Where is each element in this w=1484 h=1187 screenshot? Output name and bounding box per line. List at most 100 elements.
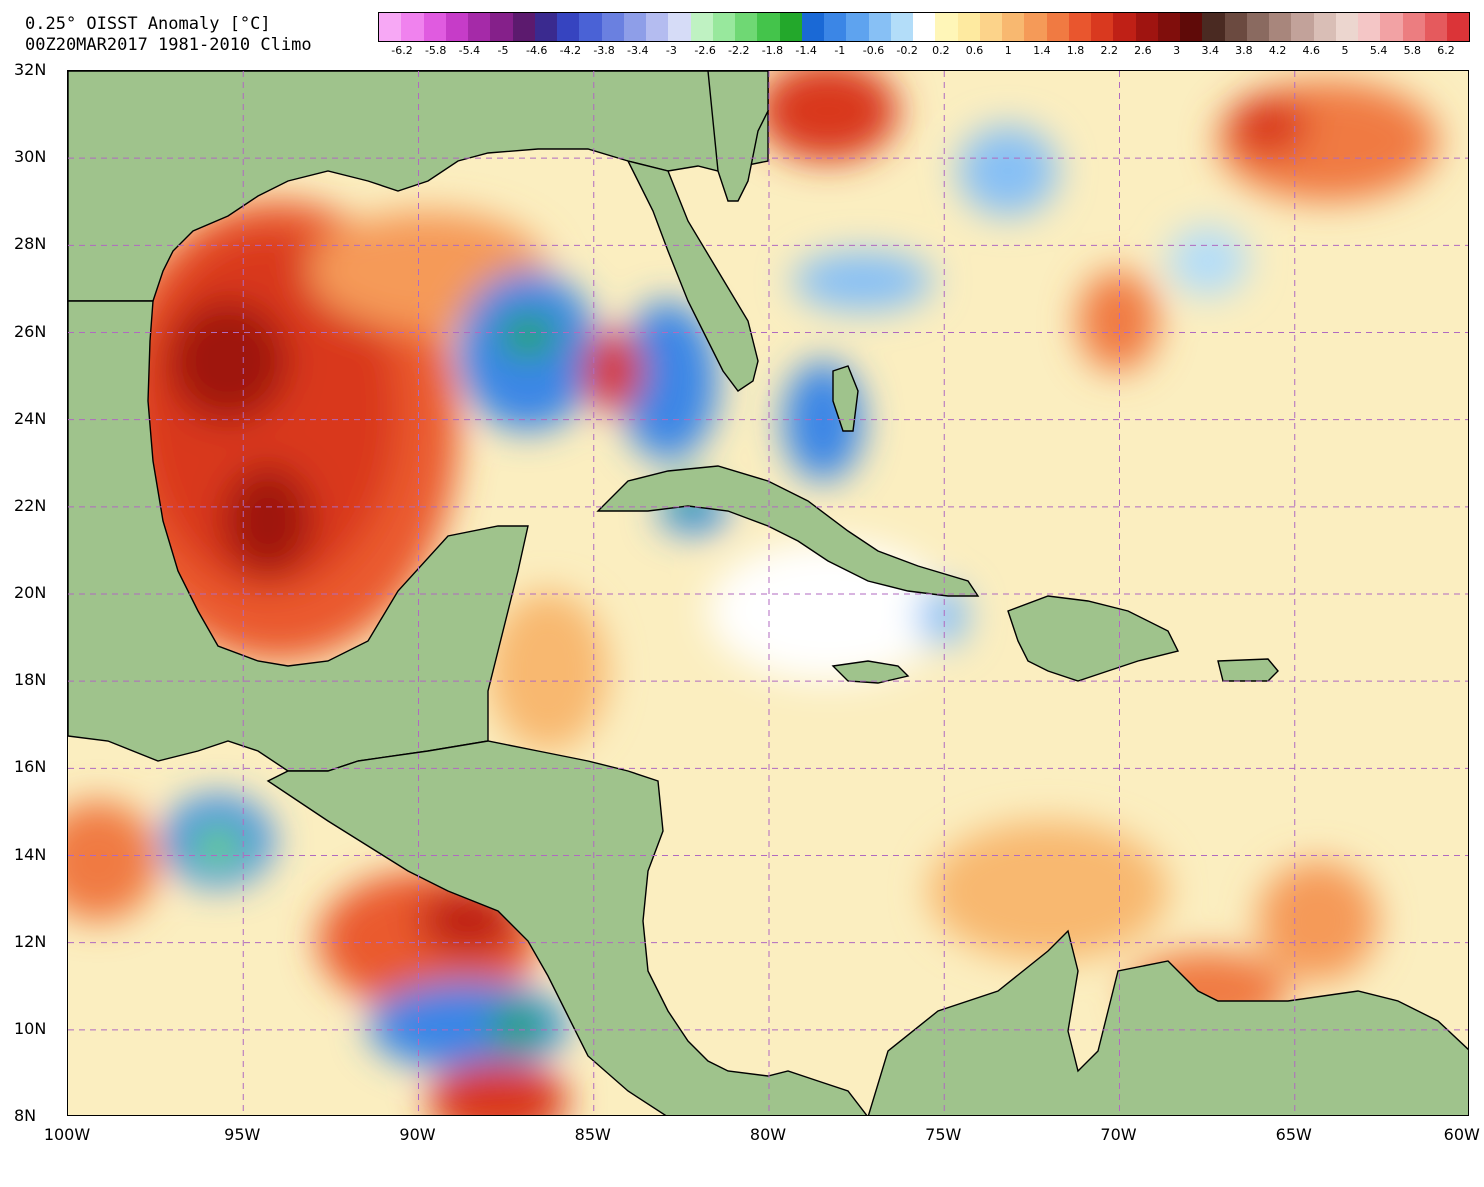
colorbar-cell — [379, 13, 402, 41]
land-puerto-rico — [1217, 658, 1279, 682]
colorbar-cell — [935, 13, 958, 41]
colorbar-cell — [601, 13, 624, 41]
sst-anomaly-map — [68, 71, 1468, 1115]
x-tick-label: 60W — [1443, 1125, 1480, 1144]
anomaly-caribbean-warm-1 — [928, 821, 1168, 961]
anomaly-pacific-warm-south — [428, 1061, 568, 1115]
anomaly-hatteras-warm — [758, 71, 898, 161]
y-tick-label: 32N — [14, 60, 47, 79]
colorbar-cell — [668, 13, 691, 41]
title-line-1: 0.25° OISST Anomaly [°C] — [25, 14, 271, 34]
colorbar-cell — [1002, 13, 1025, 41]
colorbar-label: -3.4 — [627, 44, 649, 57]
colorbar-cell — [557, 13, 580, 41]
colorbar-label: -3.8 — [593, 44, 615, 57]
colorbar-label: -0.6 — [862, 44, 885, 57]
colorbar-cell — [423, 13, 446, 41]
colorbar-cell — [868, 13, 891, 41]
anomaly-pacific-cold-east-core — [488, 1008, 548, 1044]
land-south-america — [867, 929, 1468, 1115]
colorbar-label: -5 — [497, 44, 509, 57]
colorbar-label: -2.2 — [728, 44, 750, 57]
y-tick-label: 26N — [14, 321, 47, 341]
x-tick-label: 65W — [1275, 1125, 1312, 1144]
anomaly-atlantic-warm-mid — [1078, 271, 1158, 371]
colorbar-label: -6.2 — [391, 44, 413, 57]
colorbar-cell — [979, 13, 1002, 41]
colorbar-cell — [579, 13, 602, 41]
anomaly-jamaica-cold — [918, 586, 968, 646]
anomaly-gulf-warm-core-south — [223, 466, 313, 576]
colorbar-label: -1 — [834, 44, 846, 57]
colorbar-label: 0.6 — [965, 44, 984, 57]
colorbar-label: -5.4 — [458, 44, 481, 57]
colorbar-cell — [1246, 13, 1269, 41]
colorbar-cell — [534, 13, 557, 41]
colorbar-cell — [1202, 13, 1225, 41]
y-tick-label: 10N — [14, 1018, 47, 1038]
colorbar-cell — [690, 13, 713, 41]
land-cuba — [596, 465, 980, 597]
colorbar-cell — [846, 13, 869, 41]
colorbar-cell — [445, 13, 468, 41]
y-tick-label: 8N — [14, 1106, 37, 1125]
colorbar-cell — [913, 13, 936, 41]
colorbar-label: 5.4 — [1369, 44, 1388, 57]
colorbar-label: 5 — [1341, 44, 1349, 57]
colorbar-cell — [1024, 13, 1047, 41]
colorbar-cell — [401, 13, 424, 41]
x-tick-label: 70W — [1100, 1125, 1137, 1144]
colorbar-cell — [824, 13, 847, 41]
colorbar-labels: -6.2 -5.8 -5.4 -5 -4.6 -4.2 -3.8 -3.4 -3 -2.6 -2.2… — [378, 44, 1470, 58]
y-tick-label: 30N — [14, 147, 47, 167]
colorbar-label: -1.8 — [761, 44, 784, 57]
colorbar-cell — [1091, 13, 1114, 41]
colorbar-label: 1 — [1004, 44, 1012, 57]
anomaly-loop-current-core — [500, 316, 556, 356]
title-line-2: 00Z20MAR2017 1981-2010 Climo — [25, 35, 312, 55]
colorbar-cell — [1358, 13, 1381, 41]
anomaly-caribbean-warm-2 — [1258, 861, 1378, 981]
colorbar-cell — [1335, 13, 1358, 41]
anomaly-atlantic-cold-2 — [1168, 226, 1248, 296]
map-frame — [67, 70, 1469, 1116]
anomaly-gulf-warm-core-north — [168, 301, 288, 421]
colorbar-label: -4.6 — [525, 44, 548, 57]
colorbar-cell — [1447, 13, 1470, 41]
colorbar-cell — [801, 13, 824, 41]
y-tick-label: 16N — [14, 757, 47, 777]
colorbar-label: 3 — [1173, 44, 1181, 57]
colorbar-cell — [1046, 13, 1069, 41]
anomaly-atlantic-cold-1 — [958, 126, 1058, 216]
anomaly-caribbean-warm-3 — [488, 591, 608, 751]
colorbar-cell — [1157, 13, 1180, 41]
x-tick-label: 95W — [224, 1125, 261, 1144]
colorbar-label: -4.2 — [559, 44, 582, 57]
land-florida — [626, 159, 759, 392]
colorbar-cell — [779, 13, 802, 41]
colorbar-label: -1.4 — [795, 44, 817, 57]
colorbar-cell — [1424, 13, 1447, 41]
y-tick-label: 12N — [14, 931, 47, 951]
colorbar-cell — [712, 13, 735, 41]
graticule — [68, 71, 1468, 1115]
anomaly-straits-warm — [583, 331, 643, 411]
colorbar-cell — [1269, 13, 1292, 41]
colorbar-label: -0.2 — [896, 44, 918, 57]
land-andros-island — [832, 365, 859, 432]
colorbar-cell — [1380, 13, 1403, 41]
colorbar-cell — [1113, 13, 1136, 41]
x-tick-label: 90W — [399, 1125, 436, 1144]
anomaly-pacific-warm-west — [68, 801, 158, 921]
colorbar-label: 0.2 — [932, 44, 950, 57]
colorbar-cell — [890, 13, 913, 41]
anomaly-pacific-cold-west-core — [190, 826, 246, 866]
colorbar-label: -3 — [665, 44, 677, 57]
anomaly-pacific-cold-east — [368, 981, 568, 1071]
x-tick-label: 100W — [43, 1125, 91, 1144]
anomaly-bahamas-north-cold — [793, 251, 933, 311]
colorbar-cell — [1224, 13, 1247, 41]
colorbar-label: -5.8 — [424, 44, 447, 57]
y-tick-label: 22N — [14, 495, 47, 515]
x-tick-label: 80W — [749, 1125, 787, 1144]
